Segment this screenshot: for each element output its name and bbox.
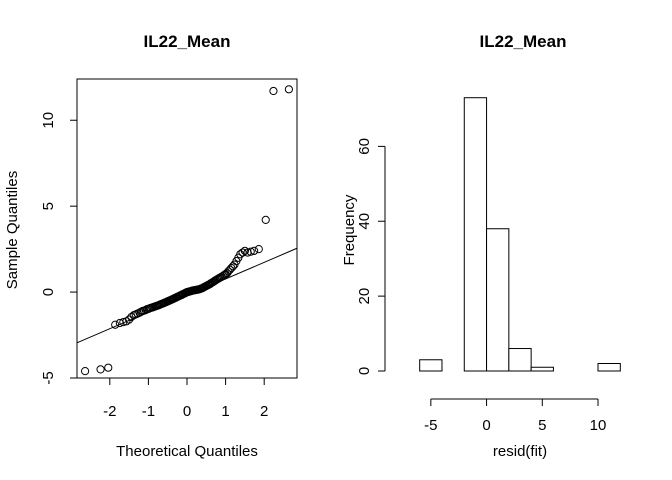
qq-point	[221, 269, 230, 279]
histogram-bar	[530, 366, 554, 372]
qq-point	[246, 247, 255, 256]
histogram-y-tick-label: 60	[356, 138, 373, 155]
histogram-x-axis: -5 0 5 10	[424, 398, 607, 434]
qq-y-tick-label: 5	[40, 202, 57, 210]
qq-x-tick-label: 1	[221, 403, 229, 420]
qq-point	[96, 365, 105, 374]
qq-point	[104, 363, 113, 372]
qq-y-tick-label: 10	[40, 112, 57, 129]
qq-point	[269, 86, 278, 96]
qq-x-tick-label: 0	[183, 403, 191, 420]
histogram-y-tick-label: 0	[356, 367, 373, 375]
histogram-y-tick-label: 20	[356, 288, 373, 305]
histogram-x-tick-label: 0	[482, 417, 490, 434]
qq-point	[238, 248, 247, 257]
qq-plot-xlabel: Theoretical Quantiles	[116, 443, 258, 460]
qq-point	[127, 312, 136, 322]
qq-point	[125, 315, 134, 324]
histogram-y-tick-label: 40	[356, 213, 373, 230]
histogram-bars	[419, 97, 621, 372]
histogram-xlabel: resid(fit)	[493, 443, 547, 460]
qq-y-tick-label: -5	[40, 371, 57, 384]
qq-point	[81, 367, 90, 376]
qq-point	[261, 215, 270, 225]
histogram-bar	[597, 363, 621, 372]
qq-plot-ylabel: Sample Quantiles	[4, 171, 21, 289]
histogram-bar	[463, 97, 488, 372]
qq-x-tick-label: -2	[103, 403, 116, 420]
qq-point	[250, 246, 259, 255]
qq-x-tick-label: -1	[142, 403, 155, 420]
histogram-ylabel: Frequency	[341, 194, 358, 265]
histogram-bar	[419, 359, 443, 372]
histogram-panel: IL22_Mean resid(fit) Frequency -5 0 5 10 0 2…	[341, 32, 621, 460]
histogram-x-tick-label: 10	[590, 417, 607, 434]
qq-plot-y-axis: -5 0 5 10	[40, 112, 77, 385]
qq-plot-x-axis: -2 -1 0 1 2	[103, 378, 268, 420]
histogram-bar	[508, 348, 532, 372]
qq-plot-frame	[76, 78, 298, 379]
histogram-bar	[486, 228, 510, 372]
histogram-title: IL22_Mean	[480, 32, 567, 51]
qq-point	[284, 85, 293, 94]
qq-plot-title: IL22_Mean	[144, 32, 231, 51]
qq-point	[111, 320, 120, 329]
histogram-x-tick-label: 5	[538, 417, 546, 434]
histogram-x-tick-label: -5	[424, 417, 437, 434]
qq-point	[254, 245, 263, 254]
qq-points	[81, 85, 293, 376]
qq-plot-panel: IL22_Mean Theoretical Quantiles Sample Q…	[4, 32, 298, 460]
qq-plot-area	[76, 85, 298, 376]
histogram-y-axis: 0 20 40 60	[356, 138, 386, 375]
qq-y-tick-label: 0	[40, 288, 57, 296]
qq-x-tick-label: 2	[260, 403, 268, 420]
